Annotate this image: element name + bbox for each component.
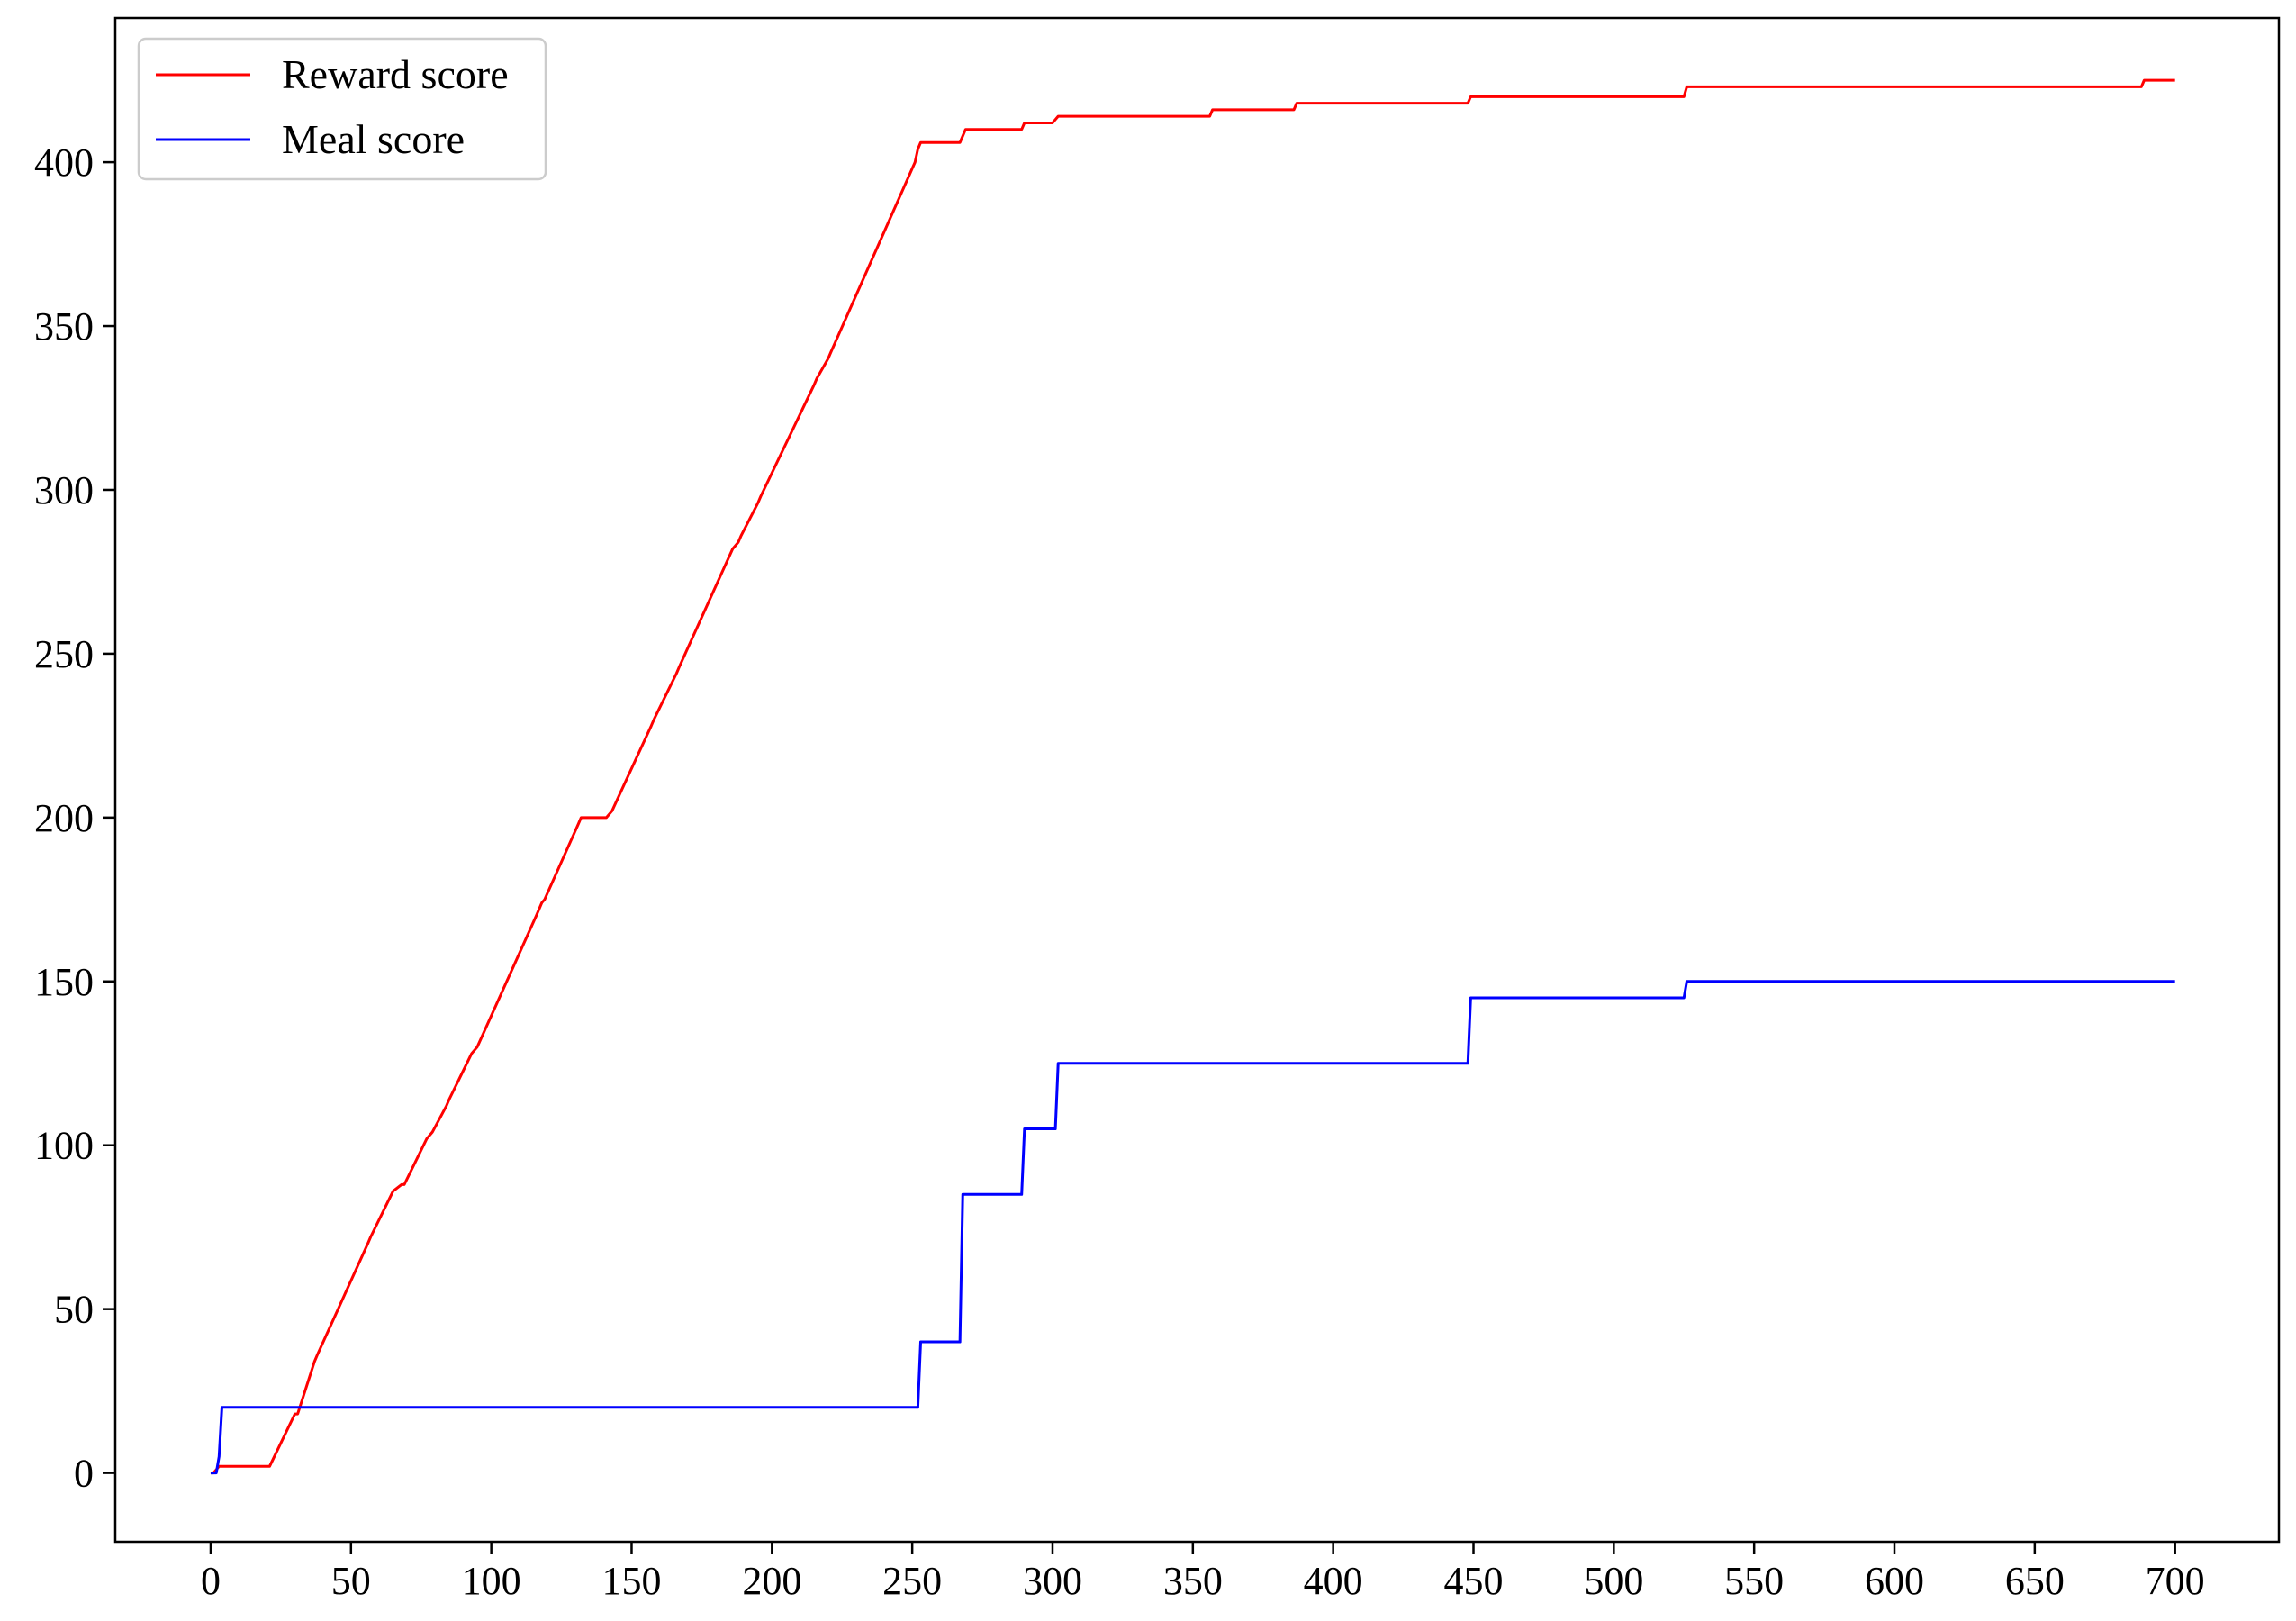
x-tick-label: 450 xyxy=(1443,1559,1503,1603)
x-tick-label: 250 xyxy=(882,1559,942,1603)
x-tick-label: 200 xyxy=(742,1559,801,1603)
x-tick-label: 550 xyxy=(1724,1559,1784,1603)
legend-label-meal-score: Meal score xyxy=(282,116,465,162)
x-tick-label: 650 xyxy=(2005,1559,2065,1603)
x-tick-label: 700 xyxy=(2146,1559,2205,1603)
x-axis: 0 50 100 150 200 250 300 350 400 450 500 550 600 650 7… xyxy=(201,1542,2205,1603)
x-tick-label: 150 xyxy=(601,1559,661,1603)
x-tick-label: 500 xyxy=(1584,1559,1643,1603)
x-tick-label: 50 xyxy=(331,1559,371,1603)
y-tick-label: 300 xyxy=(34,468,94,512)
y-tick-label: 150 xyxy=(34,960,94,1004)
y-tick-label: 400 xyxy=(34,140,94,185)
y-tick-label: 0 xyxy=(74,1452,94,1496)
legend-label-reward-score: Reward score xyxy=(282,51,509,97)
x-tick-label: 300 xyxy=(1023,1559,1082,1603)
x-tick-label: 600 xyxy=(1865,1559,1924,1603)
series-line-reward-score xyxy=(210,78,2175,1475)
y-axis: 0 50 100 150 200 250 300 350 400 xyxy=(34,140,115,1496)
legend: Reward score Meal score xyxy=(137,37,547,181)
y-tick-label: 100 xyxy=(34,1124,94,1168)
x-tick-label: 0 xyxy=(201,1559,221,1603)
y-tick-label: 50 xyxy=(54,1288,94,1332)
series-layer xyxy=(210,78,2175,1475)
x-tick-label: 100 xyxy=(462,1559,521,1603)
y-tick-label: 200 xyxy=(34,796,94,840)
x-tick-label: 400 xyxy=(1304,1559,1363,1603)
x-tick-label: 350 xyxy=(1163,1559,1223,1603)
series-line-meal-score xyxy=(210,980,2175,1475)
plot-frame xyxy=(113,16,2281,1544)
y-tick-label: 250 xyxy=(34,632,94,676)
y-tick-label: 350 xyxy=(34,304,94,349)
